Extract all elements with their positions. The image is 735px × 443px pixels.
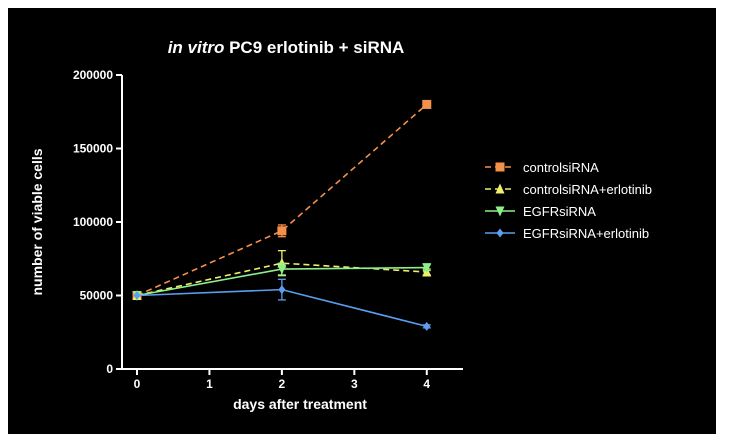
x-axis-title: days after treatment xyxy=(233,396,367,412)
legend-swatch-marker xyxy=(495,206,505,217)
legend-label: controlsiRNA xyxy=(523,160,599,175)
x-tick-label: 1 xyxy=(206,377,213,391)
legend-item: controlsiRNA+erlotinib xyxy=(485,182,652,197)
chart-background xyxy=(8,8,716,434)
y-tick-label: 50000 xyxy=(80,289,114,303)
series-line xyxy=(136,103,428,297)
series-3 xyxy=(133,278,431,331)
legend: controlsiRNA controlsiRNA+erlotinib EGFRsi… xyxy=(485,160,652,241)
x-tick-label: 3 xyxy=(351,377,358,391)
legend-swatch-marker xyxy=(496,228,504,238)
legend-swatch-marker xyxy=(495,162,505,172)
y-tick-label: 100000 xyxy=(73,215,113,229)
chart-title-rest: PC9 erlotinib + siRNA xyxy=(224,38,404,57)
x-tick-label: 4 xyxy=(423,377,430,391)
y-tick-label: 0 xyxy=(106,362,113,376)
legend-label: EGFRsiRNA xyxy=(523,204,596,219)
data-point xyxy=(133,291,141,300)
data-point xyxy=(422,99,432,109)
x-tick-label: 0 xyxy=(134,377,141,391)
legend-label: controlsiRNA+erlotinib xyxy=(523,182,652,197)
data-point xyxy=(277,264,287,275)
series-layer xyxy=(132,99,432,331)
y-axis-title: number of viable cells xyxy=(29,148,45,295)
data-point xyxy=(423,321,431,331)
series-line xyxy=(136,262,427,297)
series-2 xyxy=(132,262,432,301)
axes: 0 50000 100000 150000 200000 0 1 2 3 4 xyxy=(73,68,463,391)
legend-label: EGFRsiRNA+erlotinib xyxy=(523,226,649,241)
y-tick-label: 150000 xyxy=(73,142,113,156)
y-tick-label: 200000 xyxy=(73,68,113,82)
data-point xyxy=(278,285,286,295)
x-tick-label: 2 xyxy=(279,377,286,391)
legend-item: controlsiRNA xyxy=(485,160,599,175)
chart-title: in vitro PC9 erlotinib + siRNA xyxy=(168,38,405,57)
data-point xyxy=(422,263,432,274)
chart-title-italic: in vitro xyxy=(168,38,225,57)
legend-swatch-marker xyxy=(495,183,505,194)
legend-item: EGFRsiRNA xyxy=(485,204,596,219)
data-point xyxy=(277,226,287,236)
legend-item: EGFRsiRNA+erlotinib xyxy=(485,226,649,241)
